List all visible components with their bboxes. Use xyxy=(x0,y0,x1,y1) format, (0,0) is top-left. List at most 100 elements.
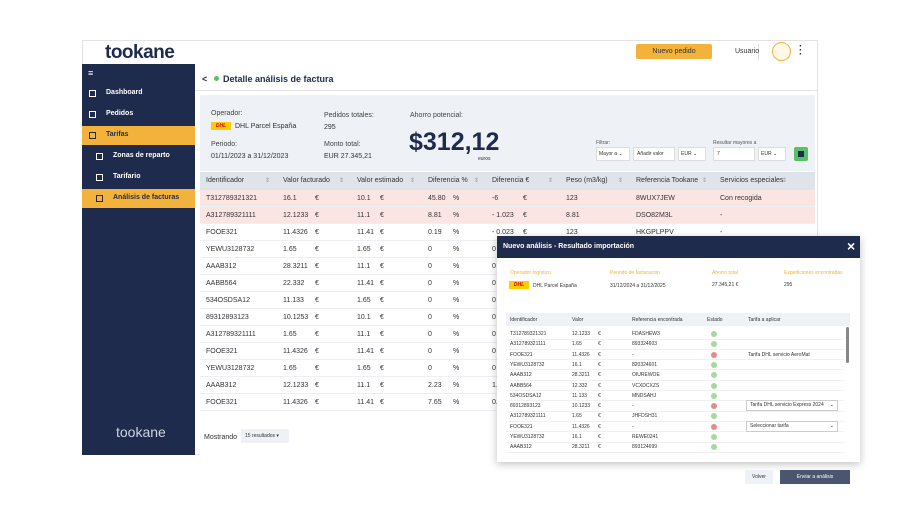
cell: 0 xyxy=(492,263,496,270)
modal-cell: - xyxy=(632,351,634,358)
operator-label: Operador: xyxy=(211,110,243,117)
cell: 12.1233 xyxy=(283,382,309,389)
cell: 0 xyxy=(428,365,432,372)
logo[interactable]: tookane xyxy=(105,42,175,63)
cell: 10.1 xyxy=(357,314,371,321)
cell: % xyxy=(453,246,460,253)
info-label: Periodo de facturación xyxy=(610,270,661,276)
modal-row-line xyxy=(506,420,844,422)
scrollbar[interactable] xyxy=(846,327,849,363)
result-currency-select[interactable]: EUR ⌄ xyxy=(758,147,786,161)
cell: € xyxy=(523,195,527,202)
cell: 12.1233 xyxy=(283,212,309,219)
back-button[interactable]: < xyxy=(202,74,208,84)
currency: EUR xyxy=(681,151,692,157)
column-header[interactable]: Servicios especiales xyxy=(720,177,784,184)
sidebar-item[interactable]: Tarifas xyxy=(106,131,129,138)
status-dot xyxy=(711,372,717,379)
modal-cell: 12.1233 xyxy=(572,331,591,337)
cell: % xyxy=(453,212,460,219)
cell: % xyxy=(453,314,460,321)
send-action[interactable]: Enviar a análisis xyxy=(780,470,850,484)
cell: 16.1 xyxy=(283,195,297,202)
back-action[interactable]: Volver xyxy=(745,470,773,484)
amount-label: Monto total: xyxy=(324,141,361,148)
result-input[interactable]: 7 xyxy=(713,147,755,161)
status-dot xyxy=(711,382,717,389)
currency-select[interactable]: EUR ⌄ xyxy=(678,147,706,161)
cell: 8WUX7JEW xyxy=(636,195,675,202)
cell: 45.80 xyxy=(428,195,446,202)
status-dot xyxy=(711,392,717,399)
condition-select[interactable]: Mayor a ⌄ xyxy=(596,147,630,161)
rate-select[interactable]: Seleccionar tarifa ⌄ xyxy=(746,420,838,432)
sidebar-item[interactable]: Análisis de facturas xyxy=(113,194,180,201)
cell: 11.41 xyxy=(357,229,374,236)
table-row xyxy=(200,207,815,224)
status-dot xyxy=(711,341,717,348)
sort-icon: ⇕ xyxy=(474,178,480,184)
export-button[interactable] xyxy=(794,147,808,161)
cell: 8.81 xyxy=(566,212,580,219)
filter-label: Filtrar: xyxy=(596,140,611,146)
sort-icon: ⇕ xyxy=(548,178,554,184)
avatar[interactable] xyxy=(772,42,791,61)
menu-dots[interactable]: · · · xyxy=(799,41,803,60)
column-header[interactable]: Valor estimado xyxy=(357,177,404,184)
cell: € xyxy=(380,382,384,389)
cell: HKGPLPPV xyxy=(636,229,674,236)
cell: 534OSDSA12 xyxy=(206,297,250,304)
modal-cell: € xyxy=(598,351,601,358)
modal-cell: FOOE321 xyxy=(510,423,533,430)
modal-savings: 27.345,21 € xyxy=(712,282,739,288)
modal-cell: MNDSAHJ xyxy=(632,392,657,399)
page-size: 15 resultados xyxy=(245,433,276,439)
modal-header xyxy=(497,236,860,258)
column-header[interactable]: Valor facturado xyxy=(283,177,330,184)
column-header[interactable]: Diferencia % xyxy=(428,177,468,184)
rate-select[interactable]: Tarifa DHL servicio Express 2024 ⌄ xyxy=(746,400,838,412)
sidebar-item[interactable]: Dashboard xyxy=(106,89,143,96)
column-header[interactable]: Identificador xyxy=(206,177,245,184)
cell: 0 xyxy=(492,314,496,321)
chevron: ⌄ xyxy=(829,402,834,409)
modal-cell: 820324601 xyxy=(632,361,658,368)
sidebar-item[interactable]: Tarifario xyxy=(113,173,141,180)
sidebar-item[interactable]: Zonas de reparto xyxy=(113,152,170,159)
modal-row-line xyxy=(506,359,844,361)
status-dot xyxy=(711,423,717,430)
info-label: Ahorro total xyxy=(712,270,738,276)
column-header[interactable]: Peso (m3/kg) xyxy=(566,177,608,184)
sidebar-icon xyxy=(89,90,96,97)
cell: FOOE321 xyxy=(206,348,238,355)
collapse-icon[interactable]: ≡ xyxy=(88,68,94,78)
column-header[interactable]: Diferencia € xyxy=(492,177,530,184)
column-header[interactable]: Referencia Tookane xyxy=(636,177,699,184)
modal-shipments: 295 xyxy=(784,282,793,288)
cell: € xyxy=(523,229,527,236)
status-dot xyxy=(711,351,717,358)
value-input[interactable]: Añadir valor xyxy=(633,147,675,161)
cell: YEWU3128732 xyxy=(206,365,255,372)
new-order-button[interactable]: Nuevo pedido xyxy=(636,44,712,59)
modal-column-header: Identificador xyxy=(510,317,538,323)
page-size-select[interactable]: 15 resultados ▾ xyxy=(241,429,289,443)
cell: 123 xyxy=(566,195,578,202)
cell: € xyxy=(315,331,319,338)
user-label[interactable]: Usuario xyxy=(735,48,760,55)
modal-fade xyxy=(506,452,850,462)
cell: € xyxy=(380,297,384,304)
cell: A312789321111 xyxy=(206,331,256,338)
modal-close[interactable]: × xyxy=(847,238,856,254)
sidebar-item[interactable]: Pedidos xyxy=(106,110,134,117)
status-dot xyxy=(711,403,717,410)
cell: 0 xyxy=(428,314,432,321)
savings: $312,12 xyxy=(409,128,500,156)
status-dot xyxy=(711,413,717,420)
sidebar-icon xyxy=(96,195,103,202)
cell: € xyxy=(380,229,384,236)
modal-row-line xyxy=(506,348,844,350)
cell: 0.19 xyxy=(428,229,442,236)
